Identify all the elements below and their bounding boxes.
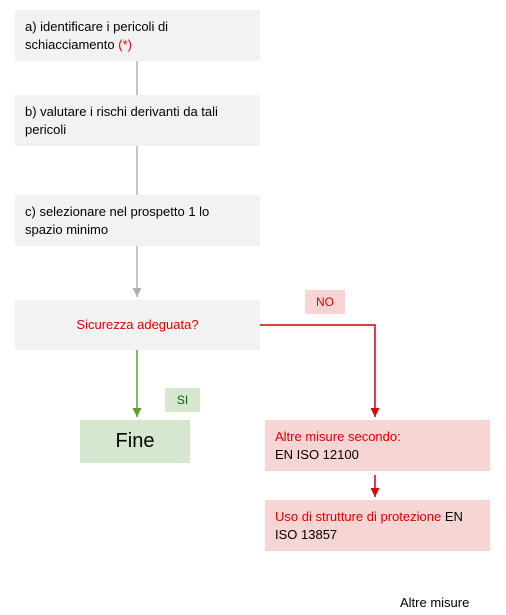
end-text: Fine [116,430,155,452]
end-box: Fine [80,420,190,463]
misure2-box: Uso di strutture di protezione EN ISO 13… [265,500,490,551]
step-a-box: a) identificare i pericoli di schiacciam… [15,10,260,61]
misure1-box: Altre misure secondo: EN ISO 12100 [265,420,490,471]
misure1-black: EN ISO 12100 [275,447,359,462]
label-si: SI [165,388,200,412]
label-no: NO [305,290,345,314]
footer-label: Altre misure [400,595,469,610]
step-c-box: c) selezionare nel prospetto 1 lo spazio… [15,195,260,246]
misure1-red: Altre misure secondo: [275,428,480,446]
label-si-text: SI [177,393,188,407]
step-c-text: c) selezionare nel prospetto 1 lo spazio… [25,204,209,237]
decision-box: Sicurezza adeguata? [15,300,260,350]
step-b-box: b) valutare i rischi derivanti da tali p… [15,95,260,146]
step-a-text: a) identificare i pericoli di schiacciam… [25,19,168,52]
label-no-text: NO [316,295,334,309]
footer-text: Altre misure [400,595,469,610]
decision-text: Sicurezza adeguata? [76,317,198,332]
misure2-red: Uso di strutture di protezione [275,509,445,524]
step-b-text: b) valutare i rischi derivanti da tali p… [25,104,218,137]
step-a-marker: (*) [118,37,132,52]
